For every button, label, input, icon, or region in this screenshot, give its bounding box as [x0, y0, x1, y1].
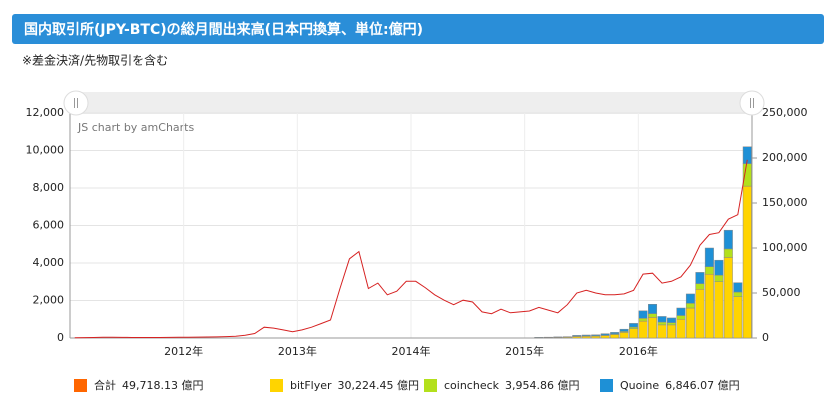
- y-tick-label: 0: [57, 331, 64, 344]
- credit: JS chart by amCharts: [77, 121, 194, 134]
- bar: [648, 314, 656, 318]
- bar: [629, 323, 637, 327]
- bar: [705, 274, 713, 338]
- bar: [601, 334, 609, 335]
- bar: [610, 332, 618, 334]
- bar: [582, 336, 590, 338]
- title: 国内取引所(JPY-BTC)の総月間出来高(日本円換算、単位:億円): [24, 21, 423, 38]
- y2-tick-label: 250,000: [762, 106, 808, 119]
- y2-tick-label: 50,000: [762, 286, 801, 299]
- bar: [667, 323, 675, 325]
- bar: [582, 335, 590, 336]
- legend-label[interactable]: 合計: [94, 378, 116, 392]
- bar: [696, 289, 704, 338]
- bar: [648, 304, 656, 313]
- y-tick-label: 4,000: [33, 256, 65, 269]
- bar: [629, 329, 637, 338]
- bar: [724, 249, 732, 257]
- legend-swatch[interactable]: [270, 379, 283, 392]
- bar: [591, 336, 599, 338]
- legend-value: 30,224.45 億円: [338, 379, 419, 392]
- bar: [705, 248, 713, 267]
- legend-swatch[interactable]: [600, 379, 613, 392]
- bar: [715, 275, 723, 282]
- bar: [658, 322, 666, 325]
- legend-value: 49,718.13 億円: [122, 379, 203, 392]
- x-tick-label: 2012年: [164, 344, 203, 358]
- bar: [677, 316, 685, 320]
- legend-swatch[interactable]: [74, 379, 87, 392]
- bar: [696, 284, 704, 290]
- y-tick-label: 12,000: [26, 106, 65, 119]
- bar: [639, 318, 647, 321]
- bar: [601, 336, 609, 338]
- bar: [658, 325, 666, 338]
- y2-tick-label: 100,000: [762, 241, 808, 254]
- x-tick-label: 2013年: [278, 344, 317, 358]
- bar: [715, 282, 723, 338]
- legend-value: 6,846.07 億円: [665, 379, 739, 392]
- bar: [686, 303, 694, 308]
- bar: [639, 321, 647, 338]
- bar: [667, 318, 675, 323]
- bar: [734, 292, 742, 297]
- y-tick-label: 2,000: [33, 294, 65, 307]
- bar: [734, 297, 742, 338]
- bar: [686, 294, 694, 303]
- legend-label[interactable]: bitFlyer: [290, 379, 332, 392]
- x-tick-label: 2015年: [505, 344, 544, 358]
- bar: [620, 332, 628, 338]
- subtitle: ※差金決済/先物取引を含む: [22, 53, 168, 68]
- bar: [696, 272, 704, 283]
- bar: [734, 283, 742, 292]
- bar: [591, 335, 599, 336]
- scrollbar[interactable]: [70, 92, 752, 114]
- bar: [667, 325, 675, 338]
- bar: [620, 329, 628, 331]
- y-tick-label: 6,000: [33, 219, 65, 232]
- y2-tick-label: 0: [762, 331, 769, 344]
- x-tick-label: 2016年: [619, 344, 658, 358]
- x-tick-label: 2014年: [392, 344, 431, 358]
- bar: [639, 311, 647, 319]
- y2-tick-label: 150,000: [762, 196, 808, 209]
- bar: [705, 267, 713, 275]
- scroll-handle[interactable]: [64, 91, 88, 115]
- bar: [724, 230, 732, 249]
- scroll-handle[interactable]: [740, 91, 764, 115]
- bar: [724, 257, 732, 338]
- bar: [743, 186, 751, 338]
- bar: [610, 335, 618, 338]
- legend-label[interactable]: Quoine: [620, 379, 659, 392]
- y-tick-label: 8,000: [33, 181, 65, 194]
- legend-value: 3,954.86 億円: [505, 379, 579, 392]
- y-tick-label: 10,000: [26, 144, 65, 157]
- legend-label[interactable]: coincheck: [444, 379, 500, 392]
- bar: [715, 260, 723, 275]
- bar: [686, 308, 694, 338]
- bar: [677, 319, 685, 338]
- bar: [658, 316, 666, 322]
- bar: [648, 317, 656, 338]
- legend-swatch[interactable]: [424, 379, 437, 392]
- y2-tick-label: 200,000: [762, 151, 808, 164]
- bar: [677, 308, 685, 316]
- bar: [573, 335, 581, 336]
